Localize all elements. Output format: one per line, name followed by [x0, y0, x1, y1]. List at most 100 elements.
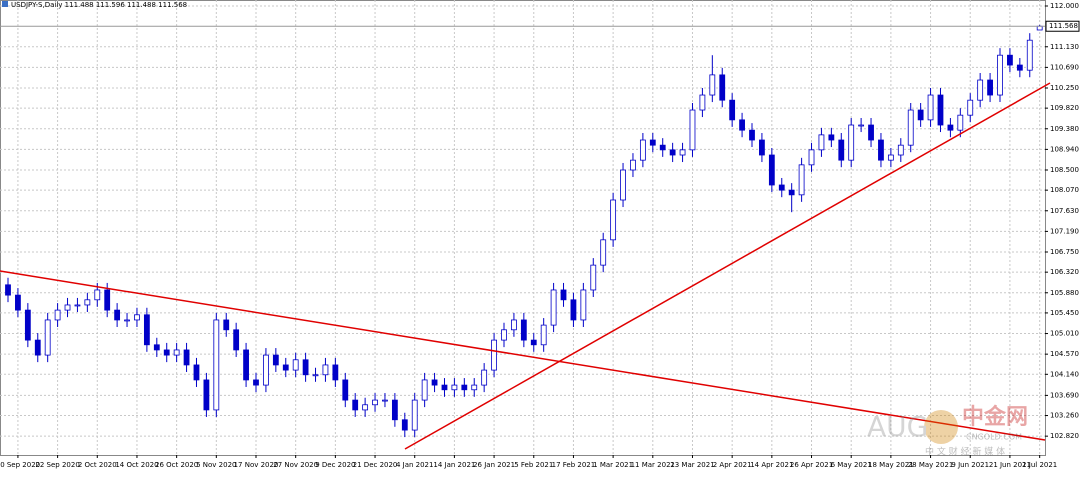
- candle-body: [937, 94, 944, 126]
- x-tick-label: 21 Dec 2020: [353, 461, 398, 469]
- chart-title: USDJPY-S,Daily 111.488 111.596 111.488 1…: [11, 1, 187, 9]
- watermark-logo: [924, 410, 958, 444]
- candle-body: [411, 399, 418, 431]
- candle-body: [372, 399, 378, 406]
- y-tick-label: 112.000: [1050, 2, 1079, 10]
- candle-body: [451, 384, 458, 391]
- candle-body: [759, 139, 765, 156]
- x-tick-label: 14 Jan 2021: [433, 461, 475, 469]
- y-tick-label: 108.500: [1050, 166, 1079, 174]
- candle-body: [272, 354, 279, 366]
- candles: [5, 24, 1043, 438]
- candle-body: [292, 359, 299, 371]
- candle-body: [977, 79, 984, 101]
- candle-body: [957, 114, 964, 131]
- candle-body: [481, 369, 488, 386]
- y-tick-label: 107.190: [1050, 227, 1079, 235]
- candle-body: [669, 149, 676, 156]
- candle-body: [263, 354, 269, 386]
- candle-body: [322, 364, 329, 376]
- candle-body: [659, 144, 666, 151]
- y-tick-label: 102.820: [1050, 432, 1079, 440]
- y-tick-label: 108.070: [1050, 186, 1079, 194]
- candle-body: [24, 309, 31, 341]
- price-box: [1045, 20, 1080, 32]
- candle-body: [620, 169, 626, 201]
- x-tick-label: 6 May 2021: [831, 461, 872, 469]
- candle-body: [34, 339, 41, 356]
- candle-body: [253, 379, 259, 386]
- symbol-icon: [2, 1, 8, 7]
- candle-body: [282, 364, 289, 371]
- y-tick-label: 111.130: [1050, 43, 1079, 51]
- x-tick-label: 1 Jul 2021: [1022, 461, 1057, 469]
- candle-body: [183, 349, 190, 366]
- price-label: 111.568: [1049, 22, 1078, 30]
- candle-body: [580, 289, 587, 321]
- candle-body: [114, 309, 121, 321]
- x-tick-label: 22 Sep 2020: [35, 461, 79, 469]
- candle-body: [808, 149, 815, 166]
- candle-body: [907, 109, 914, 146]
- watermark-site: 中金网: [962, 404, 1028, 430]
- watermark-domain: CNGOLD.COM: [966, 433, 1022, 442]
- candle-body: [699, 94, 706, 111]
- x-tick-label: 5 Nov 2020: [196, 461, 236, 469]
- y-tick-label: 105.450: [1050, 309, 1079, 317]
- candle-body: [530, 339, 537, 346]
- candle-body: [560, 289, 567, 301]
- y-tick-label: 104.140: [1050, 370, 1079, 378]
- y-tick-label: 106.320: [1050, 268, 1079, 276]
- candle-body: [203, 379, 210, 411]
- candle-body: [134, 314, 140, 321]
- x-tick-label: 1 Mar 2021: [593, 461, 633, 469]
- candle-body: [798, 164, 805, 196]
- candle-body: [1007, 54, 1013, 66]
- candle-body: [997, 54, 1003, 96]
- candle-body: [917, 109, 924, 121]
- y-tick-label: 106.750: [1050, 248, 1079, 256]
- y-tick-label: 109.820: [1050, 104, 1079, 112]
- candle-body: [173, 349, 180, 356]
- candle-body: [44, 319, 51, 356]
- watermark-brand: AUG: [867, 410, 928, 443]
- y-tick-label: 104.570: [1050, 350, 1079, 358]
- candle-body: [54, 309, 61, 321]
- trend-line: [404, 82, 1051, 450]
- x-tick-label: 4 Jan 2021: [396, 461, 434, 469]
- y-tick-label: 110.690: [1050, 63, 1079, 71]
- x-tick-label: 26 Jan 2021: [473, 461, 515, 469]
- candle-body: [193, 364, 200, 381]
- x-tick-label: 23 Mar 2021: [670, 461, 714, 469]
- candle-body: [431, 379, 438, 386]
- candle-body: [818, 134, 825, 151]
- x-tick-label: 9 Dec 2020: [315, 461, 355, 469]
- candle-body: [838, 139, 845, 161]
- candle-body: [421, 379, 428, 401]
- x-tick-label: 14 Oct 2020: [115, 461, 158, 469]
- x-tick-label: 9 Jun 2021: [951, 461, 989, 469]
- candle-body: [868, 124, 874, 141]
- candle-body: [927, 94, 934, 121]
- candle-body: [94, 289, 101, 301]
- x-tick-label: 14 Apr 2021: [750, 461, 793, 469]
- candle-body: [104, 289, 111, 311]
- candle-body: [1036, 25, 1043, 31]
- candle-body: [649, 139, 656, 146]
- x-tick-label: 26 Oct 2020: [155, 461, 198, 469]
- candle-body: [878, 139, 884, 161]
- candle-body: [461, 384, 468, 391]
- candle-body: [491, 339, 497, 371]
- x-tick-label: 21 Jun 2021: [989, 461, 1031, 469]
- plot-frame: [0, 0, 1046, 456]
- candle-body: [858, 124, 865, 127]
- y-tick-label: 105.880: [1050, 289, 1079, 297]
- candle-body: [540, 324, 547, 346]
- candle-body: [5, 284, 11, 296]
- candle-body: [352, 399, 359, 411]
- candle-body: [243, 349, 249, 381]
- trend-line: [0, 270, 1046, 441]
- candle-body: [739, 119, 745, 131]
- x-tick-label: 10 Sep 2020: [0, 461, 40, 469]
